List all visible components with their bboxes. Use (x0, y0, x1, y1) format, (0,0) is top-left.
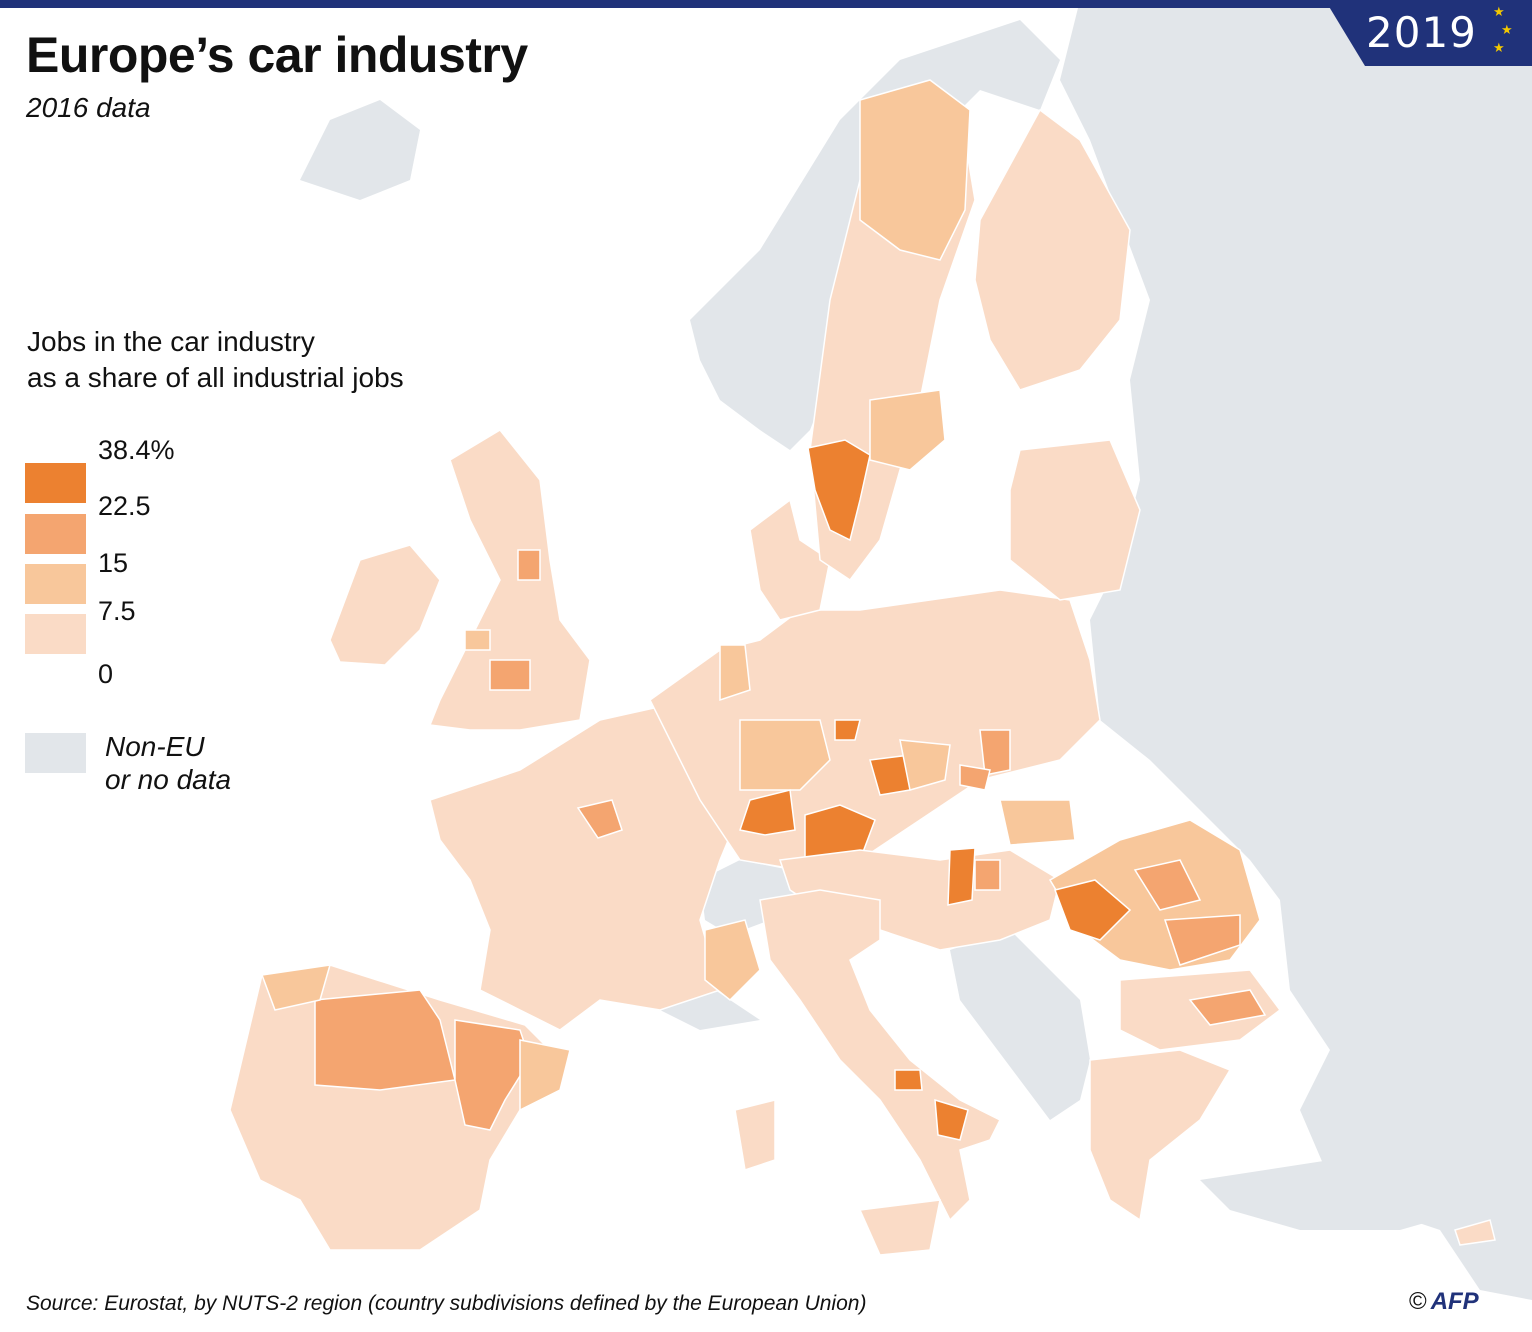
svg-text:★: ★ (1501, 23, 1513, 38)
source-note: Source: Eurostat, by NUTS-2 region (coun… (26, 1292, 867, 1315)
legend-tick-max: 38.4% (98, 435, 175, 465)
svg-text:★: ★ (1493, 41, 1505, 56)
legend-no-data-label: Non-EU or no data (105, 730, 231, 796)
eu-flag-badge-icon: ★ ★ ★ (1325, 0, 1532, 66)
legend-swatch-1 (25, 463, 86, 503)
legend-tick-15: 15 (98, 548, 129, 578)
legend-title-line-2: as a share of all industrial jobs (27, 362, 404, 393)
non-eu-land (300, 0, 1532, 1300)
eu-regions (229, 79, 1496, 1256)
legend-swatch-3 (25, 564, 86, 604)
legend-title: Jobs in the car industry as a share of a… (27, 324, 404, 396)
afp-logo: AFP (1430, 1288, 1479, 1315)
copyright-symbol: © (1409, 1288, 1427, 1315)
legend-title-line-1: Jobs in the car industry (27, 326, 315, 357)
legend-tick-0: 0 (98, 659, 114, 689)
legend-swatch-4 (25, 614, 86, 654)
year-badge: ★ ★ ★ (1325, 0, 1532, 66)
page-title: Europe’s car industry (26, 27, 528, 83)
credit: © AFP (1409, 1288, 1479, 1316)
page-subtitle: 2016 data (26, 92, 151, 123)
legend-tick-7-5: 7.5 (98, 596, 136, 626)
svg-text:★: ★ (1493, 5, 1505, 20)
legend-tick-22-5: 22.5 (98, 491, 151, 521)
legend-swatch-2 (25, 514, 86, 554)
top-color-bar (0, 0, 1532, 8)
legend-no-data-swatch (25, 733, 86, 773)
legend-no-data-line-1: Non-EU (105, 731, 205, 762)
badge-year: 2019 (1366, 8, 1477, 57)
legend-no-data-line-2: or no data (105, 764, 232, 795)
